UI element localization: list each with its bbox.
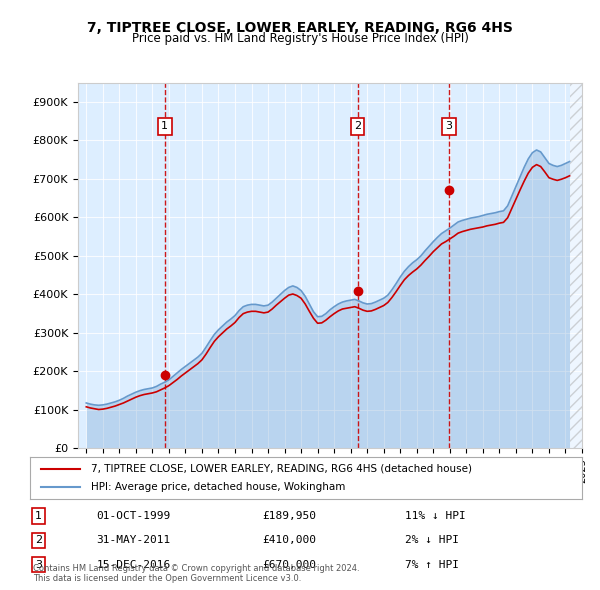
Text: 11% ↓ HPI: 11% ↓ HPI xyxy=(406,512,466,522)
Text: 2: 2 xyxy=(354,122,361,132)
Text: 7, TIPTREE CLOSE, LOWER EARLEY, READING, RG6 4HS: 7, TIPTREE CLOSE, LOWER EARLEY, READING,… xyxy=(87,21,513,35)
Text: 1: 1 xyxy=(35,512,42,522)
Text: 1: 1 xyxy=(161,122,168,132)
Text: 2% ↓ HPI: 2% ↓ HPI xyxy=(406,536,460,545)
Text: £189,950: £189,950 xyxy=(262,512,316,522)
Text: 2: 2 xyxy=(35,536,42,545)
Text: Price paid vs. HM Land Registry's House Price Index (HPI): Price paid vs. HM Land Registry's House … xyxy=(131,32,469,45)
Text: 7% ↑ HPI: 7% ↑ HPI xyxy=(406,559,460,569)
Text: 7, TIPTREE CLOSE, LOWER EARLEY, READING, RG6 4HS (detached house): 7, TIPTREE CLOSE, LOWER EARLEY, READING,… xyxy=(91,464,472,474)
Text: 3: 3 xyxy=(35,559,42,569)
Text: Contains HM Land Registry data © Crown copyright and database right 2024.
This d: Contains HM Land Registry data © Crown c… xyxy=(33,563,359,583)
Text: 3: 3 xyxy=(446,122,452,132)
Text: 31-MAY-2011: 31-MAY-2011 xyxy=(96,536,170,545)
Text: 15-DEC-2016: 15-DEC-2016 xyxy=(96,559,170,569)
Text: £670,000: £670,000 xyxy=(262,559,316,569)
Text: HPI: Average price, detached house, Wokingham: HPI: Average price, detached house, Woki… xyxy=(91,482,345,492)
Text: 01-OCT-1999: 01-OCT-1999 xyxy=(96,512,170,522)
Text: £410,000: £410,000 xyxy=(262,536,316,545)
